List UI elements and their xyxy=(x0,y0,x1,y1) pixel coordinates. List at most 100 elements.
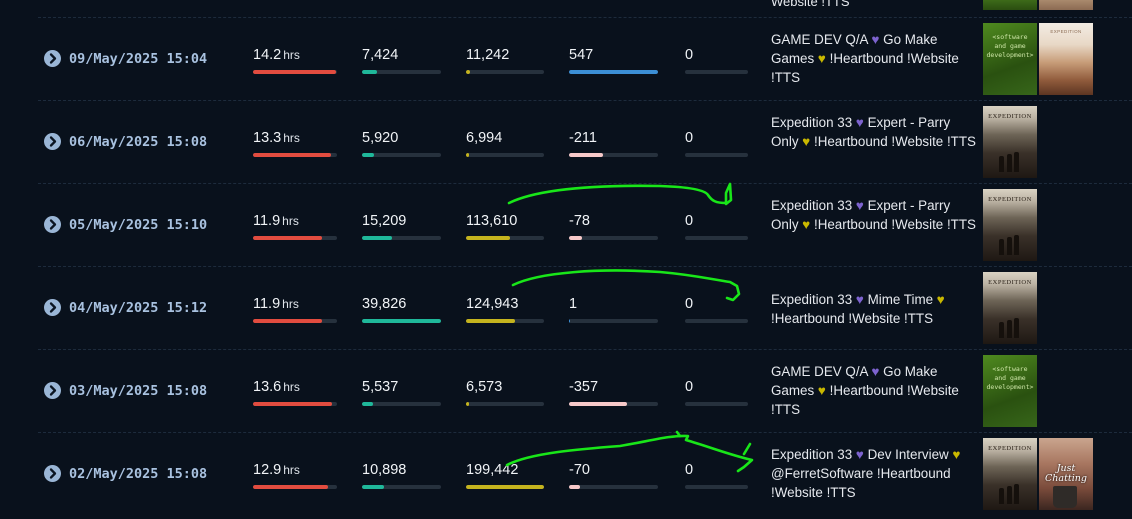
subs-change-value: 0 xyxy=(685,213,694,229)
views-count: 6,573 xyxy=(466,379,502,395)
views-count: 113,610 xyxy=(466,213,517,229)
figure-silhouette xyxy=(999,488,1004,504)
views-bar-fill xyxy=(466,319,515,323)
views-count: 11,242 xyxy=(466,47,509,63)
followers-bar xyxy=(362,485,441,489)
views-count: 199,442 xyxy=(466,462,518,478)
title-commands: @FerretSoftware !Heartbound !Website !TT… xyxy=(771,466,951,500)
views-bar xyxy=(466,485,544,489)
hours-streamed-value: 11.9 xyxy=(253,296,281,312)
hours-bar xyxy=(253,70,337,74)
views-bar-fill xyxy=(466,70,471,74)
hours-streamed-unit: hrs xyxy=(283,380,300,394)
hours-bar xyxy=(253,319,337,323)
title-commands: !Heartbound !Website !TTS xyxy=(771,51,959,85)
title-game: GAME DEV Q/A xyxy=(771,32,868,47)
expedition-33-thumb[interactable]: EXPEDITION xyxy=(983,189,1037,261)
figure-silhouette xyxy=(999,239,1004,255)
yellow-heart-icon: ♥ xyxy=(936,292,945,307)
expand-row-icon[interactable] xyxy=(44,216,61,233)
expand-row-icon[interactable] xyxy=(44,50,61,67)
followers-bar-fill xyxy=(362,236,393,240)
mug-shape xyxy=(1053,486,1077,508)
title-topic: Dev Interview xyxy=(867,447,949,462)
change-bar xyxy=(569,485,658,489)
hours-streamed: 13.6 hrs xyxy=(253,379,300,395)
hours-streamed-unit: hrs xyxy=(283,131,300,145)
expand-row-icon[interactable] xyxy=(44,382,61,399)
followers-count-value: 39,826 xyxy=(362,296,407,312)
followers-count-value: 15,209 xyxy=(362,213,407,229)
subs-change: 0 xyxy=(685,213,693,229)
followers-count: 5,920 xyxy=(362,130,398,146)
hours-streamed-unit: hrs xyxy=(283,463,300,477)
change-bar xyxy=(569,236,658,240)
followers-count: 39,826 xyxy=(362,296,406,312)
follower-change: -78 xyxy=(569,213,590,229)
subs-change-value: 0 xyxy=(685,462,694,478)
title-topic: Expert - Parry Only xyxy=(771,115,951,149)
just-chatting-thumb-text: Just Chatting xyxy=(1045,463,1087,484)
desert-game-thumb[interactable]: EXPEDITION xyxy=(1039,23,1093,95)
change-bar-fill xyxy=(569,236,582,240)
expand-row-icon[interactable] xyxy=(44,133,61,150)
row-separator xyxy=(38,349,1132,350)
hours-streamed-unit: hrs xyxy=(282,214,299,228)
change-bar-fill xyxy=(569,485,581,489)
expedition-33-thumb[interactable]: EXPEDITION xyxy=(983,106,1037,178)
stream-date: 06/May/2025 15:08 xyxy=(69,134,208,150)
follower-change-value: 1 xyxy=(569,296,578,312)
expand-row-icon[interactable] xyxy=(44,299,61,316)
figure-silhouette xyxy=(999,322,1004,338)
change-bar xyxy=(569,319,658,323)
subs-change-value: 0 xyxy=(685,130,694,146)
row-separator xyxy=(38,100,1132,101)
change-bar xyxy=(569,402,658,406)
hours-streamed: 11.9 hrs xyxy=(253,213,299,229)
hours-bar xyxy=(253,153,337,157)
views-bar xyxy=(466,319,544,323)
figure-silhouette xyxy=(1007,320,1012,338)
previous-row-fragment: Website !TTS xyxy=(0,0,1132,17)
views-count-value: 6,994 xyxy=(466,130,503,146)
followers-bar-fill xyxy=(362,485,384,489)
stream-date: 05/May/2025 15:10 xyxy=(69,217,208,233)
software-and-game-development-thumb[interactable]: <software and game development> xyxy=(983,23,1037,95)
yellow-heart-icon: ♥ xyxy=(817,383,826,398)
hours-bar-fill xyxy=(253,319,323,323)
views-count-value: 11,242 xyxy=(466,47,510,63)
followers-bar-fill xyxy=(362,319,441,323)
software-and-game-development-thumb-text: <software and game development> xyxy=(986,365,1034,391)
views-bar-fill xyxy=(466,402,469,406)
followers-count: 15,209 xyxy=(362,213,406,229)
just-chatting-thumb[interactable]: Just Chatting xyxy=(1039,438,1093,510)
expedition-33-thumb[interactable]: EXPEDITION xyxy=(983,438,1037,510)
software-and-game-development-thumb-text: <software and game development> xyxy=(986,33,1034,59)
stream-date: 04/May/2025 15:12 xyxy=(69,300,208,316)
views-bar xyxy=(466,70,544,74)
stream-title: Expedition 33 ♥ Dev Interview ♥ @FerretS… xyxy=(771,445,977,502)
follower-change: -211 xyxy=(569,130,597,146)
change-bar-fill xyxy=(569,153,604,157)
views-bar-fill xyxy=(466,153,469,157)
hours-bar-fill xyxy=(253,153,331,157)
views-count-value: 6,573 xyxy=(466,379,503,395)
hours-bar xyxy=(253,485,337,489)
followers-count-value: 10,898 xyxy=(362,462,407,478)
expand-row-icon[interactable] xyxy=(44,465,61,482)
change-bar xyxy=(569,70,658,74)
purple-heart-icon: ♥ xyxy=(855,115,864,130)
subs-change-value: 0 xyxy=(685,379,694,395)
stream-date: 09/May/2025 15:04 xyxy=(69,51,208,67)
software-and-game-development-thumb[interactable]: <software and game development> xyxy=(983,355,1037,427)
followers-count: 5,537 xyxy=(362,379,398,395)
yellow-heart-icon: ♥ xyxy=(802,217,811,232)
hours-streamed-unit: hrs xyxy=(283,48,300,62)
follower-change-value: 547 xyxy=(569,47,594,63)
expedition-33-thumb[interactable]: EXPEDITION xyxy=(983,272,1037,344)
followers-count-value: 5,920 xyxy=(362,130,399,146)
row-separator xyxy=(38,432,1132,433)
expedition-33-thumb-text: EXPEDITION xyxy=(988,279,1032,286)
follower-change-value: -357 xyxy=(569,379,599,395)
stream-row: 09/May/2025 15:04 14.2 hrs 7,424 11,242 547 0 G… xyxy=(0,17,1132,100)
